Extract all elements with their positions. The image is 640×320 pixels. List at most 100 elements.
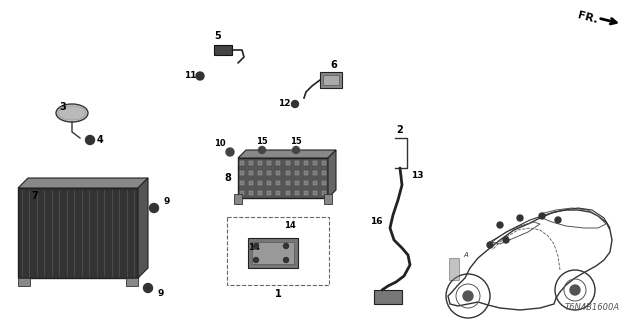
- Circle shape: [196, 72, 204, 80]
- Text: 13: 13: [411, 171, 424, 180]
- Circle shape: [487, 242, 493, 248]
- Polygon shape: [18, 178, 148, 188]
- Bar: [285, 181, 289, 185]
- Bar: [304, 181, 308, 185]
- Bar: [313, 191, 317, 195]
- Text: 14: 14: [284, 221, 296, 230]
- Bar: [268, 181, 271, 185]
- Bar: [294, 171, 299, 175]
- Circle shape: [226, 148, 234, 156]
- Circle shape: [259, 147, 266, 154]
- Polygon shape: [138, 178, 148, 278]
- Bar: [294, 181, 299, 185]
- Circle shape: [284, 258, 289, 262]
- Bar: [285, 161, 289, 165]
- Text: T6N4B1600A: T6N4B1600A: [565, 303, 620, 313]
- Bar: [249, 171, 253, 175]
- Bar: [268, 161, 271, 165]
- Bar: [294, 161, 299, 165]
- Bar: [276, 161, 280, 165]
- Circle shape: [463, 291, 473, 301]
- Bar: [240, 181, 244, 185]
- Text: 4: 4: [97, 135, 104, 145]
- Bar: [249, 191, 253, 195]
- Text: 3: 3: [60, 102, 67, 112]
- Polygon shape: [328, 150, 336, 198]
- Bar: [276, 181, 280, 185]
- Bar: [252, 242, 294, 264]
- Ellipse shape: [56, 104, 88, 122]
- Bar: [248, 238, 298, 268]
- Bar: [285, 191, 289, 195]
- Bar: [304, 171, 308, 175]
- Circle shape: [284, 244, 289, 249]
- Circle shape: [292, 147, 300, 154]
- Text: 6: 6: [331, 60, 337, 70]
- Bar: [374, 290, 402, 304]
- Text: 8: 8: [225, 173, 232, 183]
- Bar: [126, 278, 138, 286]
- Bar: [249, 181, 253, 185]
- Bar: [214, 45, 232, 55]
- Text: 1: 1: [275, 289, 282, 299]
- Text: 12: 12: [278, 99, 291, 108]
- Text: FR.: FR.: [577, 11, 599, 26]
- Text: 15: 15: [290, 137, 302, 146]
- Bar: [240, 191, 244, 195]
- Bar: [258, 171, 262, 175]
- Bar: [449, 258, 459, 280]
- Circle shape: [570, 285, 580, 295]
- Ellipse shape: [58, 106, 86, 120]
- Text: 14: 14: [248, 244, 260, 252]
- Bar: [313, 181, 317, 185]
- Bar: [276, 171, 280, 175]
- Text: 15: 15: [256, 137, 268, 146]
- Circle shape: [517, 215, 523, 221]
- Bar: [240, 171, 244, 175]
- Bar: [268, 171, 271, 175]
- Bar: [313, 161, 317, 165]
- Text: 7: 7: [31, 191, 38, 201]
- Bar: [322, 171, 326, 175]
- Circle shape: [503, 237, 509, 243]
- Bar: [285, 171, 289, 175]
- Bar: [258, 161, 262, 165]
- Circle shape: [555, 217, 561, 223]
- Circle shape: [539, 213, 545, 219]
- Text: 10: 10: [214, 140, 226, 148]
- Bar: [258, 181, 262, 185]
- Bar: [323, 75, 339, 85]
- Bar: [322, 161, 326, 165]
- Text: 2: 2: [397, 125, 403, 135]
- Text: 9: 9: [163, 197, 170, 206]
- Bar: [268, 191, 271, 195]
- Circle shape: [497, 222, 503, 228]
- Bar: [313, 171, 317, 175]
- Bar: [240, 161, 244, 165]
- Text: 9: 9: [158, 290, 164, 299]
- Bar: [234, 194, 242, 204]
- Bar: [238, 158, 328, 198]
- Circle shape: [291, 100, 298, 108]
- Bar: [322, 181, 326, 185]
- Text: 11: 11: [184, 70, 196, 79]
- Bar: [304, 191, 308, 195]
- Bar: [249, 161, 253, 165]
- Bar: [18, 278, 30, 286]
- Bar: [258, 191, 262, 195]
- Circle shape: [253, 258, 259, 262]
- Bar: [276, 191, 280, 195]
- Polygon shape: [238, 150, 336, 158]
- Text: 16: 16: [371, 218, 383, 227]
- Bar: [304, 161, 308, 165]
- Circle shape: [150, 204, 159, 212]
- Text: 5: 5: [214, 31, 221, 41]
- Circle shape: [253, 244, 259, 249]
- Bar: [322, 191, 326, 195]
- Circle shape: [86, 135, 95, 145]
- Circle shape: [143, 284, 152, 292]
- Bar: [294, 191, 299, 195]
- Bar: [320, 72, 342, 88]
- Bar: [324, 194, 332, 204]
- Text: A: A: [463, 252, 468, 258]
